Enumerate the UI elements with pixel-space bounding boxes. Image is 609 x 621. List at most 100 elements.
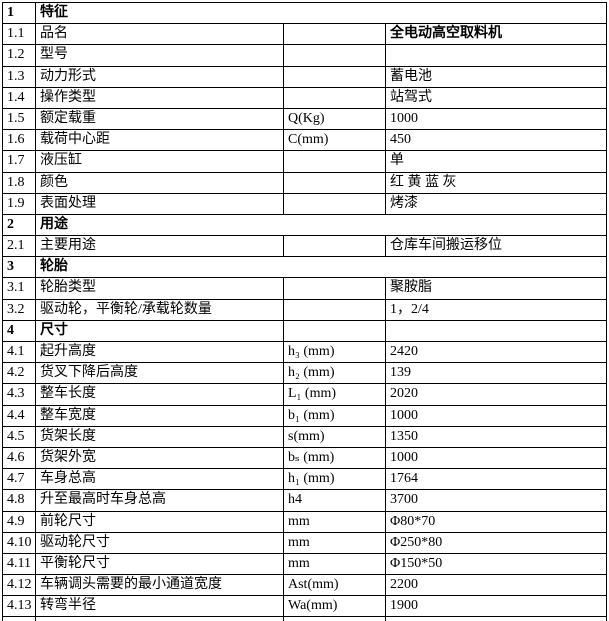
- spec-label: 货架外宽: [35, 446, 284, 470]
- spec-value: [384, 616, 608, 621]
- spec-value: 1000: [384, 404, 608, 427]
- spec-value: 蓄电池: [384, 65, 608, 88]
- spec-value: Φ150*50: [384, 552, 608, 576]
- table-row: 4.9 前轮尺寸 mm Φ80*70: [2, 510, 608, 533]
- table-row: 4.11 平衡轮尺寸 mm Φ150*50: [2, 552, 608, 576]
- row-number: 4.3: [2, 383, 36, 406]
- spec-label: 整车宽度: [35, 404, 284, 427]
- spec-value: [384, 319, 608, 343]
- table-row: 1.7 液压缸 单: [2, 150, 608, 173]
- spec-label: 车身总高: [35, 468, 284, 491]
- table-row: 4.8 升至最高时车身总高 h4 3700: [2, 489, 608, 512]
- spec-label: 前轮尺寸: [35, 510, 284, 533]
- row-number: 4.8: [2, 489, 36, 512]
- spec-label: 液压缸: [35, 150, 284, 173]
- spec-symbol: [283, 277, 386, 300]
- spec-value: 2420: [384, 340, 608, 364]
- spec-label: 主要用途: [35, 235, 284, 258]
- spec-value: 红 黄 蓝 灰: [384, 171, 608, 194]
- spec-symbol: [283, 44, 386, 67]
- table-row: 1.6 载荷中心距 C(mm) 450: [2, 129, 608, 152]
- table-row: 4.3 整车长度 L₁ (mm) 2020: [2, 383, 608, 406]
- row-number: 3.1: [2, 277, 36, 300]
- section-row-usage: 2 用途: [2, 213, 608, 237]
- spec-value: 1350: [384, 425, 608, 448]
- row-number: 1.8: [2, 171, 36, 194]
- spec-value: 聚胺脂: [384, 277, 608, 300]
- spec-value: Φ80*70: [384, 510, 608, 533]
- spec-label: 型号: [35, 44, 284, 67]
- spec-symbol: Wa(mm): [283, 595, 386, 618]
- row-number: 4.1: [2, 340, 36, 364]
- spec-value: 站驾式: [384, 86, 608, 109]
- spec-label: 颜色: [35, 171, 284, 194]
- table-row: 4.4 整车宽度 b₁ (mm) 1000: [2, 404, 608, 427]
- spec-value: 450: [384, 129, 608, 152]
- section-row-dimensions: 4 尺寸: [2, 319, 608, 343]
- spec-label: 品名: [35, 23, 284, 46]
- section-row-features: 1 特征: [2, 1, 608, 25]
- row-number: 4.6: [2, 446, 36, 470]
- table-row: 2.1 主要用途 仓库车间搬运移位: [2, 235, 608, 258]
- spec-label: [35, 616, 284, 621]
- spec-symbol: h₃ (mm): [283, 340, 386, 364]
- table-row: 1.4 操作类型 站驾式: [2, 86, 608, 109]
- spec-label: 轮胎类型: [35, 277, 284, 300]
- spec-label: 起升高度: [35, 340, 284, 364]
- table-row: 4.6 货架外宽 bₛ (mm) 1000: [2, 446, 608, 470]
- spec-value: 烤漆: [384, 192, 608, 215]
- spec-symbol: Q(Kg): [283, 107, 386, 131]
- spec-symbol: h4: [283, 489, 386, 512]
- row-number: 1.5: [2, 107, 36, 131]
- spec-label: 动力形式: [35, 65, 284, 88]
- spec-symbol: [283, 86, 386, 109]
- spec-symbol: [283, 171, 386, 194]
- spec-symbol: mm: [283, 552, 386, 576]
- spec-symbol: mm: [283, 510, 386, 533]
- spec-label: 额定载重: [35, 107, 284, 131]
- spec-value: 2020: [384, 383, 608, 406]
- spec-label: 载荷中心距: [35, 129, 284, 152]
- spec-value: 1764: [384, 468, 608, 491]
- table-row: 1.3 动力形式 蓄电池: [2, 65, 608, 88]
- table-row: 4.1 起升高度 h₃ (mm) 2420: [2, 340, 608, 364]
- spec-symbol: [283, 235, 386, 258]
- row-number: 2.1: [2, 235, 36, 258]
- row-number: 4.7: [2, 468, 36, 491]
- table-row: 4.13 转弯半径 Wa(mm) 1900: [2, 595, 608, 618]
- spec-symbol: h₁ (mm): [283, 468, 386, 491]
- table-row: 1.5 额定载重 Q(Kg) 1000: [2, 107, 608, 131]
- table-row: 1.1 品名 全电动高空取料机: [2, 23, 608, 46]
- section-title: 特征: [34, 1, 608, 25]
- spec-value: 1900: [384, 595, 608, 618]
- spec-symbol: h₂ (mm): [283, 362, 386, 385]
- section-title: 轮胎: [34, 256, 608, 279]
- spec-symbol: [283, 150, 386, 173]
- spec-symbol: [283, 65, 386, 88]
- row-number: 1.3: [2, 65, 36, 88]
- spec-label: 转弯半径: [35, 595, 284, 618]
- table-row: 3.2 驱动轮，平衡轮/承载轮数量 1，2/4: [2, 298, 608, 321]
- spec-symbol: [283, 298, 386, 321]
- row-number: 4: [2, 319, 36, 343]
- row-number: 2: [2, 213, 36, 237]
- spec-label: 货叉下降后高度: [35, 362, 284, 385]
- spec-value: 1，2/4: [384, 298, 608, 321]
- table-row: 4.12 车辆调头需要的最小通道宽度 Ast(mm) 2200: [2, 574, 608, 597]
- row-number: 4.11: [2, 552, 36, 576]
- spec-label: 整车长度: [35, 383, 284, 406]
- row-number: 3: [2, 256, 36, 279]
- spec-value: 2200: [384, 574, 608, 597]
- row-number: 3.2: [2, 298, 36, 321]
- table-row: 4.5 货架长度 s(mm) 1350: [2, 425, 608, 448]
- row-number: 1.7: [2, 150, 36, 173]
- table-row: 4.7 车身总高 h₁ (mm) 1764: [2, 468, 608, 491]
- table-row: 1.8 颜色 红 黄 蓝 灰: [2, 171, 608, 194]
- section-title: 尺寸: [35, 319, 284, 343]
- spec-label: 操作类型: [35, 86, 284, 109]
- spec-label: 货架长度: [35, 425, 284, 448]
- spec-symbol: bₛ (mm): [283, 446, 386, 470]
- table-row: 1.2 型号: [2, 44, 608, 67]
